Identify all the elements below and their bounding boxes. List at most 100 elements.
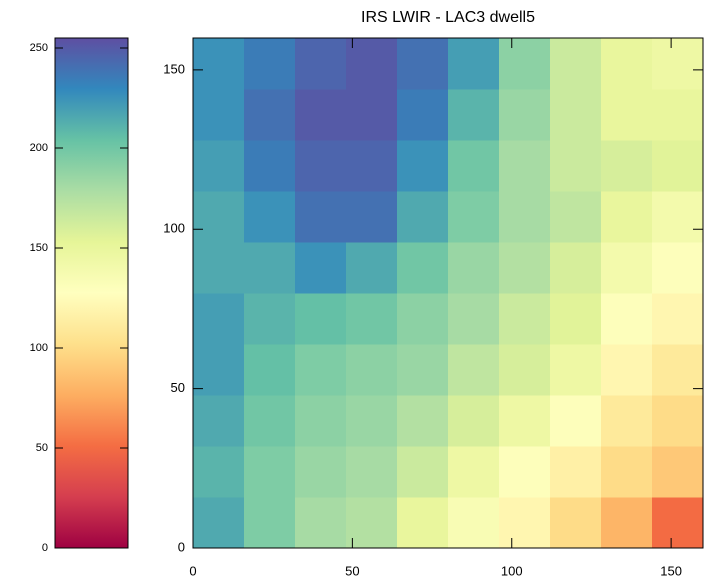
colorbar-tick-label: 200	[30, 142, 48, 154]
heatmap-cell	[499, 89, 551, 141]
heatmap-cell	[295, 140, 347, 192]
heatmap-cell	[499, 293, 551, 345]
heatmap-cell	[652, 293, 704, 345]
heatmap-cell	[397, 446, 449, 498]
heatmap-cell	[550, 242, 602, 294]
heatmap-cell	[601, 497, 653, 549]
colorbar-frame	[54, 37, 129, 549]
heatmap-cell	[295, 89, 347, 141]
y-tick-label: 50	[171, 380, 185, 395]
heatmap-cell	[244, 242, 296, 294]
heatmap-cell	[244, 89, 296, 141]
heatmap-cell	[550, 38, 602, 90]
heatmap-cell	[346, 395, 398, 447]
heatmap-cell	[295, 293, 347, 345]
heatmap-cell	[346, 293, 398, 345]
colorbar-tick-label: 0	[42, 542, 48, 554]
heatmap-cell	[193, 191, 245, 243]
heatmap-cell	[244, 497, 296, 549]
heatmap-cell	[601, 395, 653, 447]
heatmap-cell	[397, 395, 449, 447]
heatmap-cell	[499, 38, 551, 90]
heatmap-cell	[397, 38, 449, 90]
heatmap-cell	[397, 140, 449, 192]
heatmap-cell	[244, 293, 296, 345]
heatmap-cell	[652, 89, 704, 141]
colorbar-tick-label: 100	[30, 342, 48, 354]
heatmap-cell	[295, 191, 347, 243]
heatmap-cell	[346, 191, 398, 243]
heatmap-cell	[652, 344, 704, 396]
heatmap-cell	[550, 344, 602, 396]
heatmap-cell	[550, 497, 602, 549]
heatmap-cell	[397, 89, 449, 141]
heatmap-cell	[193, 89, 245, 141]
heatmap-cell	[346, 89, 398, 141]
colorbar-tick-label: 150	[30, 242, 48, 254]
x-tick-label: 50	[345, 563, 359, 578]
heatmap-cell	[499, 242, 551, 294]
x-tick-label: 150	[660, 563, 682, 578]
heatmap-cell	[601, 344, 653, 396]
heatmap-cell	[448, 242, 500, 294]
heatmap-cell	[550, 446, 602, 498]
heatmap-cell	[601, 293, 653, 345]
colorbar-tick-label: 50	[36, 442, 48, 454]
heatmap-cell	[601, 242, 653, 294]
heatmap-cell	[448, 38, 500, 90]
heatmap-cell	[346, 242, 398, 294]
heatmap-cell	[652, 191, 704, 243]
chart-title: IRS LWIR - LAC3 dwell5	[361, 9, 535, 26]
heatmap-cell	[193, 293, 245, 345]
heatmap-cell	[397, 242, 449, 294]
heatmap-cell	[346, 344, 398, 396]
y-tick-label: 150	[163, 61, 185, 76]
x-tick-label: 100	[501, 563, 523, 578]
heatmap-cell	[193, 446, 245, 498]
heatmap-cell	[295, 446, 347, 498]
heatmap-cell	[652, 497, 704, 549]
heatmap-cell	[193, 38, 245, 90]
heatmap-cell	[244, 38, 296, 90]
heatmap-cell	[397, 497, 449, 549]
heatmap-cell	[550, 140, 602, 192]
heatmap-cell	[193, 140, 245, 192]
heatmap-cell	[448, 293, 500, 345]
heatmap-cell	[244, 140, 296, 192]
heatmap-cell	[346, 446, 398, 498]
colorbar	[55, 38, 128, 548]
heatmap-cell	[499, 344, 551, 396]
heatmap-cell	[244, 191, 296, 243]
colorbar-tick-label: 250	[30, 42, 48, 54]
heatmap-cell	[550, 293, 602, 345]
heatmap-cell	[346, 140, 398, 192]
plot-frame	[192, 37, 704, 549]
heatmap-cell	[601, 38, 653, 90]
heatmap-cell	[601, 446, 653, 498]
heatmap-cell	[244, 344, 296, 396]
heatmap-cell	[652, 140, 704, 192]
heatmap-cell	[193, 344, 245, 396]
heatmap-cell	[244, 395, 296, 447]
heatmap-cell	[652, 38, 704, 90]
heatmap-cell	[550, 89, 602, 141]
heatmap-cell	[448, 191, 500, 243]
heatmap-cell	[448, 89, 500, 141]
heatmap-cell	[295, 497, 347, 549]
heatmap-cell	[448, 395, 500, 447]
heatmap-cell	[193, 395, 245, 447]
heatmap-cell	[601, 89, 653, 141]
heatmap-cell	[397, 191, 449, 243]
heatmap-cell	[346, 497, 398, 549]
y-tick-label: 0	[178, 539, 185, 554]
heatmap-cell	[295, 395, 347, 447]
heatmap-cell	[550, 191, 602, 243]
heatmap-cell	[295, 38, 347, 90]
heatmap-cell	[295, 242, 347, 294]
heatmap-cell	[550, 395, 602, 447]
heatmap-cell	[397, 293, 449, 345]
heatmap-cell	[448, 497, 500, 549]
heatmap-cell	[601, 140, 653, 192]
heatmap-cell	[244, 446, 296, 498]
